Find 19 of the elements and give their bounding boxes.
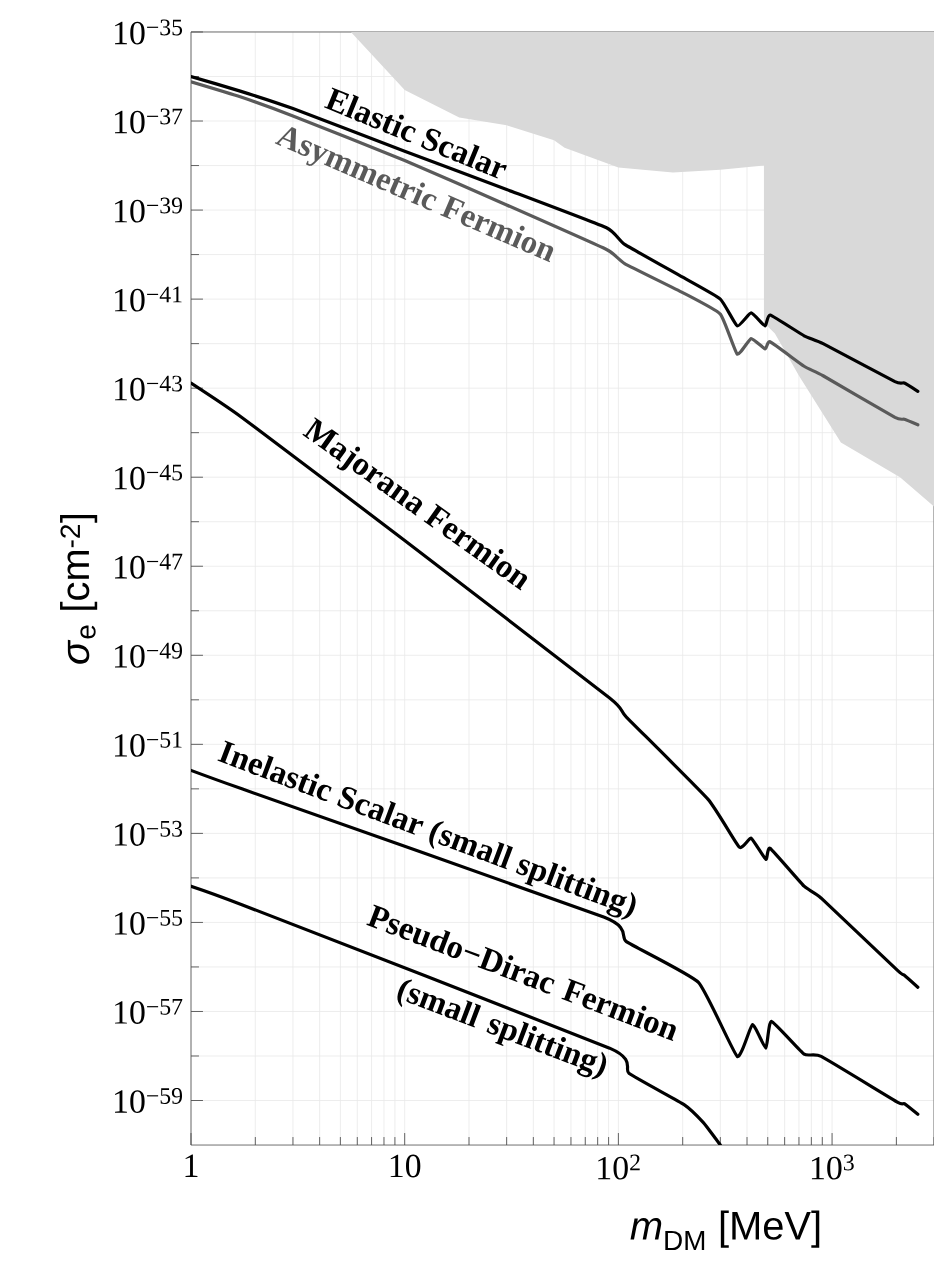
y-axis-title: σ$_{e}$ [cm$^{-2}$] — [60, 514, 98, 664]
y-tick-label: 10$^{−37}$ — [115, 108, 183, 134]
y-tick-label: 10$^{−55}$ — [115, 909, 183, 935]
y-tick-label: 10$^{−59}$ — [115, 1088, 183, 1114]
x-tick-label: 10 — [390, 1154, 421, 1178]
y-tick-label: 10$^{−35}$ — [115, 19, 183, 45]
y-tick-label: 10$^{−47}$ — [115, 553, 183, 579]
y-tick-label: 10$^{−57}$ — [115, 999, 183, 1024]
y-tick-label: 10$^{−49}$ — [115, 642, 183, 668]
y-tick-label: 10$^{−41}$ — [115, 286, 182, 312]
y-tick-label: 10$^{−53}$ — [115, 820, 183, 846]
y-tick-label: 10$^{−45}$ — [115, 464, 183, 490]
y-tick-label: 10$^{−51}$ — [115, 731, 182, 757]
y-tick-label: 10$^{−43}$ — [115, 375, 183, 401]
x-tick-label: 10$^{3}$ — [811, 1154, 854, 1180]
y-tick-label: 10$^{−39}$ — [115, 197, 183, 223]
x-axis-title: m$_{DM}$ [MeV] — [630, 1210, 820, 1251]
x-tick-label: 1 — [185, 1154, 198, 1177]
x-tick-label: 10$^{2}$ — [598, 1154, 640, 1180]
